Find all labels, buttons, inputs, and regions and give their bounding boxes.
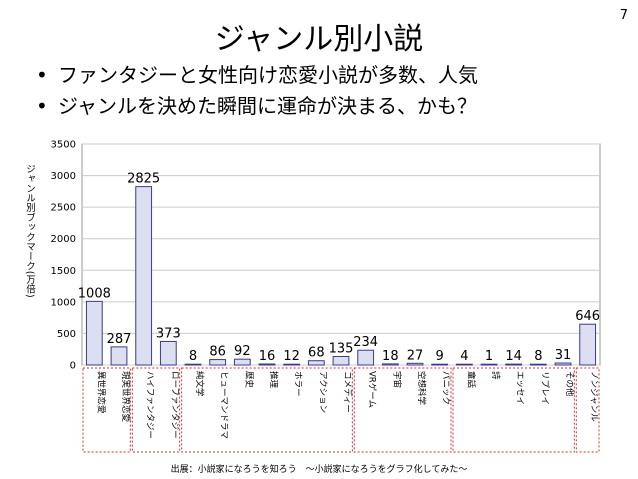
data-label: 1008 [78, 286, 111, 301]
genre-group-border [82, 367, 131, 453]
data-label: 135 [329, 341, 354, 356]
bullet-dot: • [36, 63, 48, 87]
x-tick-label: 現実世界恋愛 [120, 371, 131, 423]
data-label: 92 [234, 344, 251, 359]
x-tick-label: その他 [564, 371, 575, 397]
bar [135, 186, 153, 366]
bar [406, 362, 424, 366]
bullet-text: ファンタジーと女性向け恋愛小説が多数、人気 [58, 63, 478, 87]
data-label: 14 [505, 349, 522, 364]
y-tick-label: 3000 [51, 171, 76, 182]
bar [209, 359, 227, 366]
bar [307, 360, 325, 366]
data-label: 8 [534, 349, 542, 364]
genre-group-border [131, 367, 181, 453]
x-tick-label: ハイファンタジー [145, 371, 155, 439]
y-tick-label: 2000 [51, 234, 76, 245]
data-label: 8 [189, 349, 197, 364]
x-tick-label: ホラー [293, 371, 303, 397]
genre-group-border [575, 367, 600, 453]
data-label: 16 [259, 349, 276, 364]
bar [529, 363, 547, 366]
data-label: 12 [283, 349, 300, 364]
plot-area [81, 143, 601, 366]
bullet-item: • ファンタジーと女性向け恋愛小説が多数、人気 [36, 60, 478, 91]
genre-group-border [452, 367, 575, 453]
bar [480, 363, 498, 366]
data-label: 373 [156, 326, 181, 341]
x-tick-label: パニック [441, 371, 451, 405]
bar [357, 349, 375, 366]
data-label: 68 [308, 346, 325, 361]
x-tick-label: 歴史 [243, 371, 254, 389]
bullet-dot: • [36, 94, 48, 118]
bullet-list: • ファンタジーと女性向け恋愛小説が多数、人気 • ジャンルを決めた瞬間に運命が決ま… [36, 60, 478, 122]
bar [381, 363, 399, 366]
y-axis-title: ジャンル別ブックマーク(万倍) [24, 164, 35, 298]
x-tick-label: アクション [317, 371, 327, 413]
y-tick-label: 0 [70, 361, 76, 372]
bar [233, 358, 251, 366]
genre-group-border [181, 367, 353, 453]
bar [431, 363, 449, 366]
x-tick-label: コメディー [342, 371, 353, 413]
data-label: 234 [353, 335, 378, 350]
bar [159, 340, 177, 366]
bar [455, 363, 473, 366]
bar [505, 363, 523, 366]
data-label: 2825 [127, 172, 160, 187]
bullet-item: • ジャンルを決めた瞬間に運命が決まる、かも？ [36, 91, 478, 122]
x-tick-label: 空想科学 [416, 371, 427, 406]
source-caption: 出展：小説家になろうを知ろう ～小説家になろうをグラフ化してみた～ [170, 465, 468, 475]
y-tick-label: 500 [57, 329, 76, 340]
data-label: 646 [575, 309, 600, 324]
x-tick-label: 詩 [490, 371, 501, 380]
data-label: 9 [436, 349, 444, 364]
data-label: 1 [485, 349, 493, 364]
bar [258, 363, 276, 366]
x-tick-label: 推理 [268, 371, 279, 389]
x-tick-label: 宇宙 [391, 371, 402, 388]
y-tick-label: 2500 [51, 203, 76, 214]
bar [554, 362, 572, 366]
bar [283, 363, 301, 366]
bar [85, 300, 103, 366]
y-tick-label: 1500 [51, 266, 76, 277]
data-label: 86 [209, 345, 226, 360]
x-tick-label: 異世界恋愛 [95, 371, 106, 414]
x-tick-label: 童話 [465, 371, 476, 389]
bullet-text: ジャンルを決めた瞬間に運命が決まる、かも？ [58, 94, 477, 118]
x-tick-label: 純文学 [194, 371, 205, 397]
data-label: 287 [107, 332, 132, 347]
x-tick-label: エッセイ [515, 371, 525, 405]
x-tick-label: ヒューマンドラマ [219, 371, 229, 439]
genre-group-border [353, 367, 452, 453]
x-tick-label: ノンジャンル [589, 371, 599, 422]
y-tick-label: 1000 [51, 297, 76, 308]
slide-title: ジャンル別小説 [214, 22, 424, 57]
bar [579, 323, 597, 366]
x-tick-label: ローファンタジー [169, 371, 179, 439]
x-tick-label: VRゲーム [367, 371, 378, 408]
data-label: 18 [382, 349, 399, 364]
data-label: 4 [460, 349, 468, 364]
bar [110, 346, 128, 366]
bar [332, 355, 350, 366]
data-label: 27 [407, 348, 424, 363]
y-tick-label: 3500 [51, 140, 76, 151]
data-label: 31 [555, 348, 572, 363]
x-tick-label: リプレイ [539, 371, 549, 405]
bar [184, 363, 202, 366]
page-number: 7 [619, 8, 628, 23]
